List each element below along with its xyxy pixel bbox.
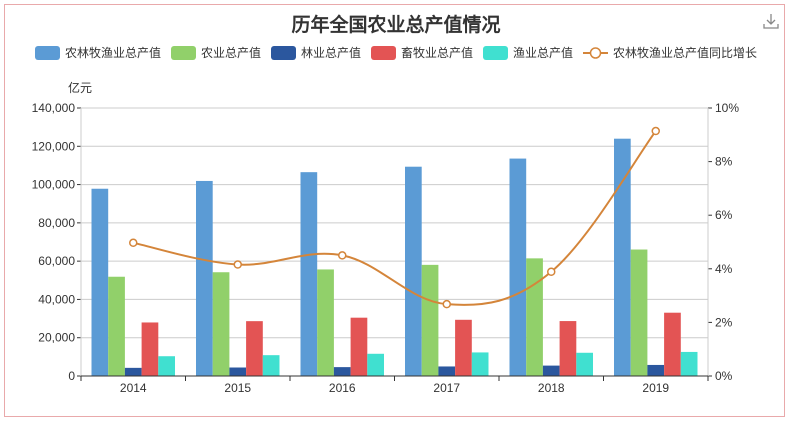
growth-point	[651, 126, 660, 136]
download-icon[interactable]	[762, 12, 780, 30]
y2-tick-label: 4%	[715, 262, 733, 276]
bar-1	[630, 249, 648, 376]
bar-1	[526, 258, 543, 376]
x-tick-label: 2016	[329, 381, 356, 395]
x-tick-label: 2014	[120, 381, 147, 395]
y-tick-label: 60,000	[38, 254, 75, 268]
y-tick-label: 0	[68, 369, 75, 383]
bar-3	[455, 319, 472, 376]
bar-3	[246, 321, 263, 376]
bar-4	[576, 352, 593, 376]
bar-2	[333, 367, 351, 376]
legend-swatch	[170, 45, 196, 60]
bar-0	[300, 172, 318, 376]
y-tick-label: 20,000	[38, 331, 75, 345]
bar-1	[108, 276, 125, 376]
x-tick-label: 2018	[538, 381, 565, 395]
bar-4	[262, 355, 280, 376]
legend-label: 农林牧渔业总产值	[64, 46, 161, 60]
bar-2	[124, 367, 142, 376]
growth-point	[338, 251, 347, 260]
bar-2	[438, 366, 456, 376]
bar-3	[664, 312, 681, 376]
bar-4	[367, 353, 384, 376]
y-tick-label: 80,000	[38, 216, 75, 230]
legend-item[interactable]: 农业总产值	[170, 44, 261, 61]
legend-item[interactable]: 渔业总产值	[483, 44, 573, 61]
bar-0	[91, 188, 109, 376]
bar-0	[196, 180, 213, 376]
x-tick-label: 2019	[642, 381, 669, 395]
bar-3	[559, 321, 577, 376]
y-tick-label: 100,000	[32, 178, 76, 192]
bar-2	[647, 364, 665, 376]
legend-swatch	[483, 45, 509, 60]
bar-4	[680, 351, 698, 376]
chart-frame	[4, 4, 785, 417]
bar-0	[614, 138, 631, 376]
legend-item[interactable]: 畜牧业总产值	[371, 44, 473, 61]
y-tick-label: 140,000	[32, 101, 76, 115]
bar-1	[212, 272, 230, 376]
legend-label: 农业总产值	[200, 46, 261, 60]
bar-3	[141, 322, 159, 376]
y2-tick-label: 2%	[715, 315, 733, 329]
legend-item[interactable]: 农林牧渔业总产值	[34, 44, 161, 61]
legend-swatch	[34, 45, 60, 60]
bar-2	[229, 367, 247, 376]
x-tick-label: 2015	[224, 381, 251, 395]
legend-label: 林业总产值	[300, 46, 361, 60]
y-tick-label: 40,000	[38, 292, 75, 306]
growth-point	[129, 238, 138, 248]
bar-0	[405, 166, 422, 376]
legend: 农林牧渔业总产值 农业总产值 林业总产值 畜牧业总产值 渔业总产值 农林牧渔业总产值同比增…	[0, 44, 792, 61]
legend-label: 渔业总产值	[513, 46, 574, 60]
bar-1	[421, 264, 439, 376]
legend-label: 农林牧渔业总产值同比增长	[613, 46, 758, 60]
x-tick-label: 2017	[433, 381, 460, 395]
legend-item[interactable]: 农林牧渔业总产值同比增长	[583, 44, 757, 61]
growth-point	[442, 299, 451, 309]
legend-swatch	[270, 45, 296, 60]
bar-4	[471, 352, 489, 376]
chart-title: 历年全国农业总产值情况	[291, 15, 501, 36]
y2-tick-label: 8%	[715, 155, 733, 169]
legend-swatch	[371, 45, 396, 60]
bar-4	[158, 356, 175, 376]
growth-point	[547, 267, 556, 276]
growth-line	[133, 130, 657, 306]
legend-label: 畜牧业总产值	[401, 46, 474, 60]
y-axis-label: 亿元	[68, 80, 92, 95]
y-tick-label: 120,000	[32, 139, 76, 153]
growth-point	[233, 260, 242, 269]
bar-3	[350, 317, 368, 376]
bar-1	[317, 269, 334, 376]
bar-0	[509, 158, 527, 376]
bar-2	[542, 365, 560, 376]
y2-tick-label: 10%	[715, 101, 739, 115]
legend-swatch	[583, 46, 609, 60]
y2-tick-label: 0%	[715, 369, 733, 383]
y2-tick-label: 6%	[715, 208, 733, 222]
legend-item[interactable]: 林业总产值	[270, 44, 361, 61]
